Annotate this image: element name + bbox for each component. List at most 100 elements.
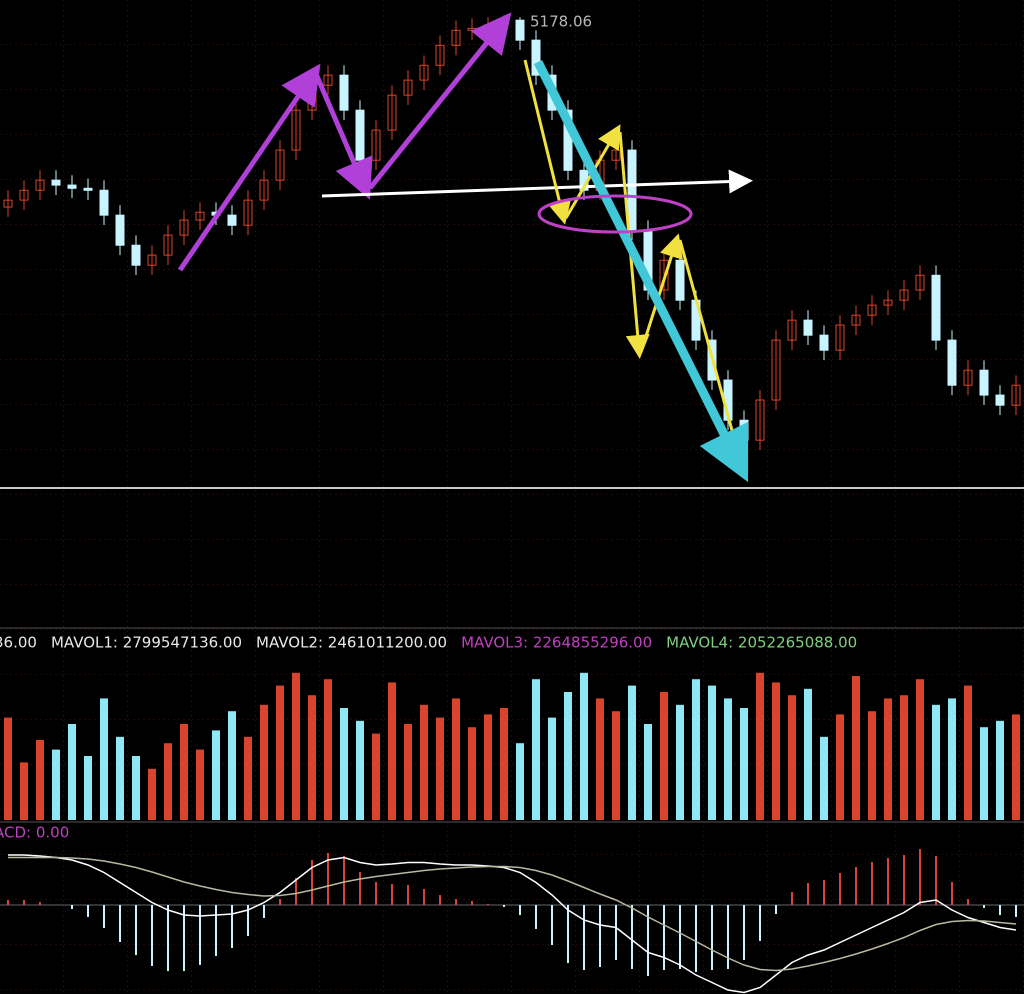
volume-bar [676, 704, 684, 820]
candle-body [803, 319, 813, 336]
candle-body [291, 109, 301, 151]
volume-bar [740, 708, 748, 820]
volume-bar [596, 698, 604, 820]
volume-bar [964, 685, 972, 820]
volume-bar [100, 698, 108, 820]
candle-body [787, 319, 797, 341]
candle-body [451, 29, 461, 46]
volume-bar [900, 695, 908, 820]
volume-bar [260, 704, 268, 820]
volume-bar [916, 679, 924, 820]
candle-body [931, 274, 941, 341]
arrow [313, 73, 373, 200]
volume-bar [628, 685, 636, 820]
candle-body [739, 419, 749, 441]
candle-body [947, 339, 957, 386]
candle-body [147, 254, 157, 266]
candle-body [627, 149, 637, 231]
candle-body [963, 369, 973, 386]
volume-bar [516, 743, 524, 820]
volume-bar [996, 720, 1004, 820]
candle-body [883, 299, 893, 306]
candle-body [371, 129, 381, 161]
volume-bar [532, 679, 540, 820]
candle-body [115, 214, 125, 246]
candle-body [83, 187, 93, 191]
volume-bar [484, 714, 492, 820]
volume-bar [356, 720, 364, 820]
volume-bar [20, 762, 28, 820]
candle-body [867, 304, 877, 316]
volume-bar [452, 698, 460, 820]
candle-body [851, 314, 861, 326]
candle-body [163, 234, 173, 256]
volume-bar [324, 679, 332, 820]
volume-bar [612, 711, 620, 820]
annotations [177, 12, 753, 483]
volume-bar [292, 672, 300, 820]
candle-body [771, 339, 781, 401]
candle-body [531, 39, 541, 76]
arrow [523, 59, 572, 225]
candle-body [435, 44, 445, 66]
candle-body [179, 219, 189, 236]
candle-body [355, 109, 365, 161]
volume-bar [436, 717, 444, 820]
volume-label: MAVOL2: 2461011200.00 [256, 634, 447, 652]
candle-body [35, 179, 45, 191]
volume-bar [948, 698, 956, 820]
candle-body [243, 199, 253, 226]
volume-bar [980, 727, 988, 820]
candle-body [227, 214, 237, 226]
volume-bar [644, 724, 652, 820]
volume-bar [884, 698, 892, 820]
candle-body [419, 64, 429, 81]
candle-body [275, 149, 285, 181]
candle-body [339, 74, 349, 111]
volume-label: MAVOL4: 2052265088.00 [666, 634, 857, 652]
macd-panel: ACD: 0.00 [0, 824, 1024, 994]
volume-bar [1012, 714, 1020, 820]
volume-bar [932, 704, 940, 820]
candle-body [195, 211, 205, 221]
arrow [678, 239, 744, 454]
volume-bar [660, 692, 668, 820]
volume-bar [708, 685, 716, 820]
candle-body [403, 79, 413, 96]
candle-body [1011, 384, 1021, 406]
volume-bar [4, 717, 12, 820]
candle-body [563, 109, 573, 171]
candle-body [323, 74, 333, 86]
volume-bar [564, 692, 572, 820]
peak-label: 5178.06 [530, 13, 592, 31]
arrow [368, 12, 512, 190]
volume-bar [52, 749, 60, 820]
candle-body [67, 184, 77, 189]
candle-body [979, 369, 989, 396]
volume-label: MAVOL3: 2264855296.00 [461, 634, 652, 652]
volume-bar [36, 740, 44, 820]
arrow [177, 63, 321, 272]
candle-body [675, 259, 685, 301]
volume-bar [148, 768, 156, 820]
macd-label: ACD: 0.00 [0, 824, 69, 842]
candle-body [995, 394, 1005, 406]
volume-bar [468, 727, 476, 820]
candle-body [51, 179, 61, 186]
volume-bar [804, 688, 812, 820]
volume-bar [132, 756, 140, 820]
volume-label: 36.00 [0, 634, 37, 652]
candle-body [387, 94, 397, 131]
macd-dif-line [8, 854, 1017, 994]
candle-body [835, 324, 845, 351]
volume-bar [692, 679, 700, 820]
volume-bar [276, 685, 284, 820]
volume-bar [756, 672, 764, 820]
highlight-ellipse [537, 194, 693, 234]
candle-body [755, 399, 765, 441]
volume-bar [244, 736, 252, 820]
volume-bar [548, 717, 556, 820]
arrow [321, 169, 753, 198]
